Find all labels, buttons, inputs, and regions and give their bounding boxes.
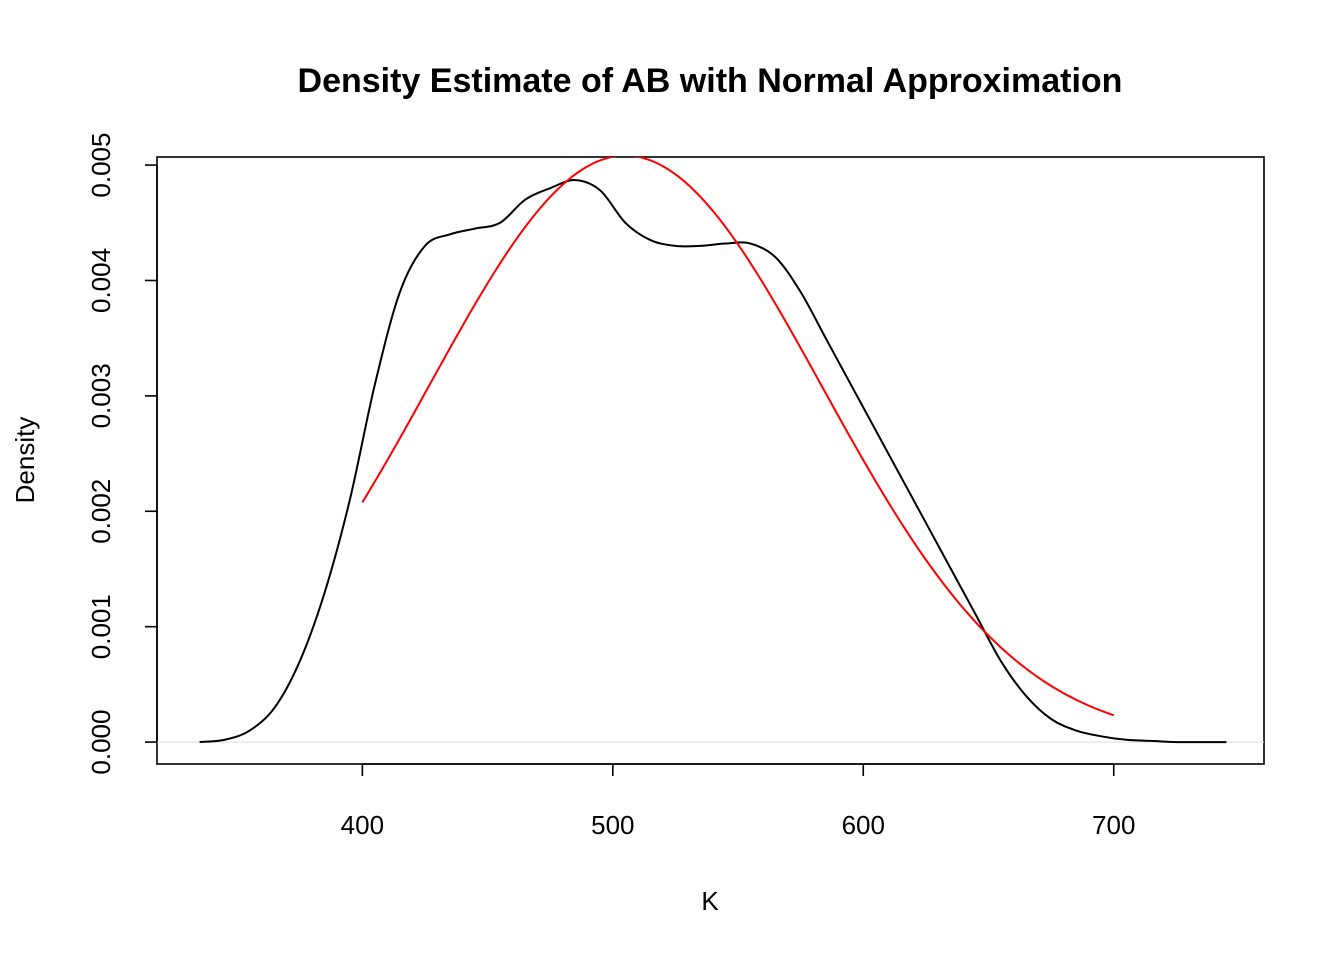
density-curve	[199, 179, 1227, 744]
normal-approximation-curve	[361, 157, 1115, 717]
x-tick-label: 400	[341, 810, 384, 840]
plot-frame	[156, 156, 1265, 765]
x-tick-label: 500	[591, 810, 634, 840]
x-axis: 400 500 600 700	[341, 763, 1135, 840]
y-tick-label: 0.005	[86, 133, 116, 198]
x-tick-label: 600	[842, 810, 885, 840]
y-axis: 0.000 0.001 0.002 0.003 0.004 0.005	[86, 133, 158, 775]
x-tick-label: 700	[1092, 810, 1135, 840]
x-axis-label: K	[701, 886, 719, 916]
y-tick-label: 0.001	[86, 594, 116, 659]
series-layer	[199, 157, 1227, 744]
y-tick-label: 0.000	[86, 710, 116, 775]
y-tick-label: 0.004	[86, 248, 116, 313]
y-tick-label: 0.002	[86, 479, 116, 544]
chart-title: Density Estimate of AB with Normal Appro…	[298, 62, 1123, 100]
y-axis-label: Density	[10, 417, 40, 504]
y-tick-label: 0.003	[86, 363, 116, 428]
